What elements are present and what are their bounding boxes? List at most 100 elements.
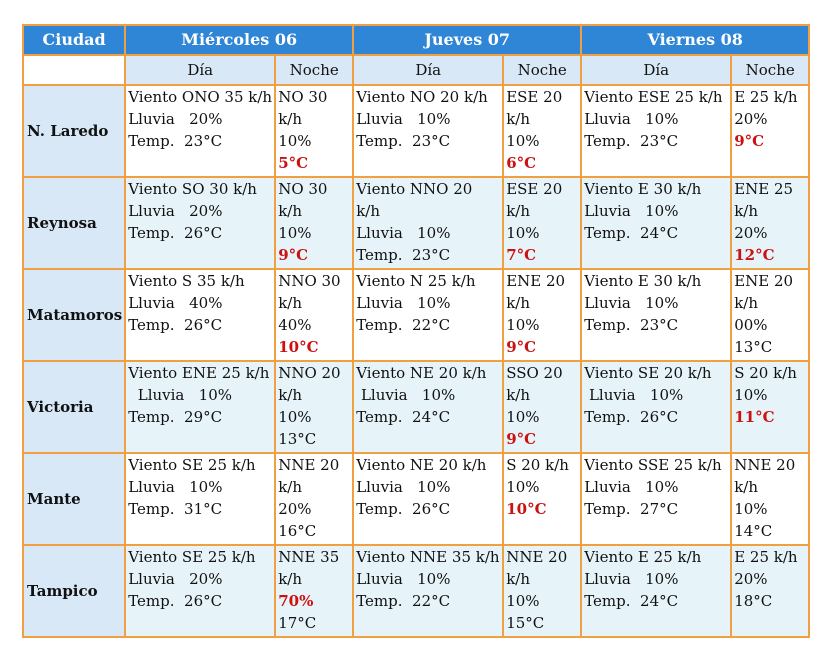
rain-text: Lluvia 20% — [128, 110, 223, 128]
table-row: Mante Viento SE 25 k/h Lluvia 10% Temp. 31°… — [21, 452, 811, 546]
night-wind-text: ESE 20 k/h — [506, 180, 563, 220]
day-forecast-cell: Viento NE 20 k/h Lluvia 10% Temp. 24°C — [352, 360, 505, 454]
night-rain-text: 10% — [734, 386, 768, 404]
temp-text: Temp. 26°C — [356, 500, 451, 518]
temp-text: Temp. 27°C — [584, 500, 679, 518]
day-header-viernes: Viernes 08 — [580, 24, 811, 56]
day-forecast-cell: Viento ENE 25 k/h Lluvia 10% Temp. 29°C — [124, 360, 277, 454]
night-rain-text: 20% — [278, 500, 312, 518]
night-forecast-cell: ENE 25 k/h 20% 12°C — [730, 176, 811, 270]
temp-text: Temp. 29°C — [128, 408, 223, 426]
temp-text: Temp. 23°C — [584, 132, 679, 150]
night-temp-text: 10°C — [278, 338, 319, 356]
night-temp-text: 16°C — [278, 522, 317, 540]
wind-text: Viento S 35 k/h — [128, 272, 245, 290]
rain-text: Lluvia 10% — [356, 224, 451, 242]
day-forecast-cell: Viento S 35 k/h Lluvia 40% Temp. 26°C — [124, 268, 277, 362]
night-rain-text: 10% — [506, 592, 540, 610]
rain-text: Lluvia 20% — [128, 202, 223, 220]
wind-text: Viento SSE 25 k/h — [584, 456, 722, 474]
rain-text: Lluvia 10% — [356, 386, 456, 404]
temp-text: Temp. 22°C — [356, 592, 451, 610]
rain-text: Lluvia 10% — [584, 570, 679, 588]
wind-text: Viento ONO 35 k/h — [128, 88, 273, 106]
night-wind-text: ENE 20 k/h — [506, 272, 566, 312]
day-header-miercoles: Miércoles 06 — [124, 24, 355, 56]
night-rain-text: 10% — [506, 132, 540, 150]
temp-text: Temp. 23°C — [356, 246, 451, 264]
night-forecast-cell: NNE 20 k/h 10% 15°C — [502, 544, 583, 638]
night-wind-text: NO 30 k/h — [278, 88, 328, 128]
night-rain-text: 10% — [506, 408, 540, 426]
period-header-noche: Noche — [502, 54, 583, 86]
rain-text: Lluvia 10% — [584, 110, 679, 128]
night-temp-text: 7°C — [506, 246, 537, 264]
day-forecast-cell: Viento SSE 25 k/h Lluvia 10% Temp. 27°C — [580, 452, 733, 546]
wind-text: Viento E 25 k/h — [584, 548, 702, 566]
night-wind-text: ENE 25 k/h — [734, 180, 794, 220]
night-forecast-cell: S 20 k/h 10% 11°C — [730, 360, 811, 454]
night-rain-text: 10% — [506, 316, 540, 334]
wind-text: Viento NNE 35 k/h — [356, 548, 500, 566]
day-forecast-cell: Viento SE 20 k/h Lluvia 10% Temp. 26°C — [580, 360, 733, 454]
rain-text: Lluvia 40% — [128, 294, 223, 312]
night-forecast-cell: NO 30 k/h 10% 9°C — [274, 176, 355, 270]
night-wind-text: SSO 20 k/h — [506, 364, 563, 404]
period-header-noche: Noche — [730, 54, 811, 86]
night-forecast-cell: NNE 20 k/h 20% 16°C — [274, 452, 355, 546]
night-forecast-cell: NNE 35 k/h 70% 17°C — [274, 544, 355, 638]
night-wind-text: NNE 20 k/h — [734, 456, 796, 496]
wind-text: Viento SE 25 k/h — [128, 548, 256, 566]
wind-text: Viento SO 30 k/h — [128, 180, 257, 198]
temp-text: Temp. 24°C — [356, 408, 451, 426]
night-rain-text: 10% — [278, 132, 312, 150]
rain-text: Lluvia 10% — [584, 294, 679, 312]
night-temp-text: 9°C — [506, 338, 537, 356]
wind-text: Viento SE 25 k/h — [128, 456, 256, 474]
wind-text: Viento NNO 20 k/h — [356, 180, 473, 220]
night-forecast-cell: NNO 20 k/h 10% 13°C — [274, 360, 355, 454]
night-wind-text: ENE 20 k/h — [734, 272, 794, 312]
night-temp-text: 17°C — [278, 614, 317, 632]
night-wind-text: NNE 20 k/h — [506, 548, 568, 588]
night-forecast-cell: E 25 k/h 20% 18°C — [730, 544, 811, 638]
night-temp-text: 9°C — [506, 430, 537, 448]
night-temp-text: 15°C — [506, 614, 545, 632]
rain-text: Lluvia 10% — [128, 478, 223, 496]
forecast-table: Ciudad Miércoles 06 Jueves 07 Viernes 08… — [21, 24, 811, 638]
city-name: Reynosa — [21, 176, 127, 270]
night-temp-text: 5°C — [278, 154, 309, 172]
temp-text: Temp. 22°C — [356, 316, 451, 334]
night-temp-text: 13°C — [734, 338, 773, 356]
night-forecast-cell: SSO 20 k/h 10% 9°C — [502, 360, 583, 454]
city-name: Victoria — [21, 360, 127, 454]
night-wind-text: E 25 k/h — [734, 548, 798, 566]
night-temp-text: 9°C — [734, 132, 765, 150]
temp-text: Temp. 23°C — [584, 316, 679, 334]
day-forecast-cell: Viento E 30 k/h Lluvia 10% Temp. 23°C — [580, 268, 733, 362]
night-temp-text: 12°C — [734, 246, 775, 264]
wind-text: Viento E 30 k/h — [584, 180, 702, 198]
wind-text: Viento E 30 k/h — [584, 272, 702, 290]
temp-text: Temp. 23°C — [356, 132, 451, 150]
day-forecast-cell: Viento E 30 k/h Lluvia 10% Temp. 24°C — [580, 176, 733, 270]
temp-text: Temp. 24°C — [584, 592, 679, 610]
night-wind-text: E 25 k/h — [734, 88, 798, 106]
period-header-dia: Día — [580, 54, 733, 86]
night-wind-text: NNE 20 k/h — [278, 456, 340, 496]
night-forecast-cell: ESE 20 k/h 10% 6°C — [502, 84, 583, 178]
period-header-row: Día Noche Día Noche Día Noche — [21, 54, 811, 86]
wind-text: Viento ENE 25 k/h — [128, 364, 270, 382]
night-temp-text: 6°C — [506, 154, 537, 172]
day-header-row: Ciudad Miércoles 06 Jueves 07 Viernes 08 — [21, 24, 811, 56]
day-forecast-cell: Viento SO 30 k/h Lluvia 20% Temp. 26°C — [124, 176, 277, 270]
temp-text: Temp. 26°C — [128, 592, 223, 610]
day-forecast-cell: Viento ONO 35 k/h Lluvia 20% Temp. 23°C — [124, 84, 277, 178]
night-rain-text: 10% — [506, 478, 540, 496]
blank-corner-cell — [21, 54, 127, 86]
day-forecast-cell: Viento NE 20 k/h Lluvia 10% Temp. 26°C — [352, 452, 505, 546]
wind-text: Viento NE 20 k/h — [356, 456, 487, 474]
temp-text: Temp. 26°C — [584, 408, 679, 426]
night-wind-text: NNO 20 k/h — [278, 364, 341, 404]
day-forecast-cell: Viento NNO 20 k/h Lluvia 10% Temp. 23°C — [352, 176, 505, 270]
